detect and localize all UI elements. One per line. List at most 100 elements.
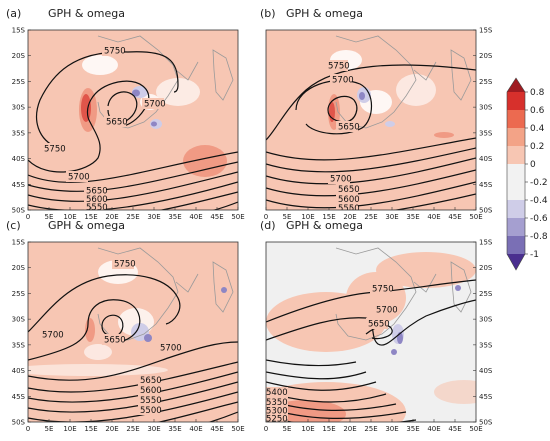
colorbar-tick-label: -0.2	[530, 178, 548, 188]
lon-tick-label: 30E	[385, 213, 398, 221]
colorbar-tick-label: -0.6	[530, 214, 548, 224]
lon-tick-label: 10E	[301, 213, 314, 221]
lon-tick-label: 0	[264, 213, 268, 221]
lat-tick-label: 25S	[479, 290, 493, 298]
lon-axis: 0 5E 10E 15E 20E 25E 30E 35E 40E 45E 50E	[264, 207, 483, 221]
lon-tick-label: 25E	[364, 425, 377, 433]
panel-title: GPH & omega	[286, 7, 363, 20]
lon-tick-label: 0	[264, 425, 268, 433]
panel-label: (b)	[260, 7, 276, 20]
lon-tick-label: 30E	[147, 213, 160, 221]
colorbar-tick-label: -0.8	[530, 232, 548, 242]
lon-axis: 0 5E 10E 15E 20E 25E 30E 35E 40E 45E 50E	[264, 419, 483, 433]
contour-label: 5400	[266, 388, 288, 398]
colorbar-tick-label: 0.4	[530, 124, 545, 134]
lon-tick-label: 10E	[301, 425, 314, 433]
lon-tick-label: 5E	[283, 425, 292, 433]
lon-tick-label: 50E	[469, 425, 482, 433]
lat-tick-label: 25S	[12, 78, 26, 86]
lon-tick-label: 50E	[231, 425, 244, 433]
colorbar-tick-label: 0	[530, 160, 536, 170]
lat-tick-label: 15S	[479, 27, 493, 35]
lon-tick-label: 15E	[84, 213, 97, 221]
lat-tick-label: 30S	[479, 104, 493, 112]
contour-label: 5750	[372, 285, 394, 295]
lon-tick-label: 45E	[448, 213, 461, 221]
contour-5750	[36, 51, 179, 149]
panel-d: 5750 5700 5650 5400 5350 5300 5250 (d) G…	[260, 219, 493, 433]
colorbar-tick-label: 0.8	[530, 88, 545, 98]
lon-tick-label: 40E	[189, 425, 202, 433]
lat-tick-label: 20S	[479, 264, 493, 272]
contour-label: 5700	[376, 306, 398, 316]
contour-label: 5700	[42, 331, 64, 341]
lat-tick-label: 35S	[479, 341, 493, 349]
colorbar-min-arrow	[507, 254, 525, 270]
contour-label: 5550	[140, 396, 162, 406]
panel-b: 5750 5700 5650 5700 5650 5600 5550 (b) G…	[260, 7, 493, 221]
contour-label: 5650	[104, 336, 126, 346]
lat-tick-label: 15S	[479, 239, 493, 247]
contour-label: 5700	[330, 175, 352, 185]
panel-c: 5750 5700 5650 5700 5650 5600 5550 5500 …	[6, 219, 245, 433]
omega-background	[28, 30, 238, 210]
lon-tick-label: 10E	[63, 425, 76, 433]
panel-label: (d)	[260, 219, 276, 232]
contour-label: 5750	[114, 260, 136, 270]
lon-tick-label: 30E	[147, 425, 160, 433]
lat-tick-label: 20S	[12, 52, 26, 60]
lon-tick-label: 20E	[105, 213, 118, 221]
lon-tick-label: 35E	[406, 213, 419, 221]
lat-tick-label: 50S	[12, 207, 26, 215]
lon-tick-label: 10E	[63, 213, 76, 221]
lat-axis: 15S 20S 25S 30S 35S 40S 45S 50S	[473, 27, 493, 215]
contour-label: 5600	[86, 195, 108, 205]
lat-tick-label: 25S	[479, 78, 493, 86]
lon-tick-label: 50E	[231, 213, 244, 221]
lon-tick-label: 50E	[469, 213, 482, 221]
panel-a: 5750 5700 5650 5750 5700 5650 5600 5550 …	[6, 7, 245, 221]
contour-label: 5700	[68, 173, 90, 183]
contour-label: 5250	[266, 415, 288, 425]
contour-label: 5700	[160, 344, 182, 354]
lat-tick-label: 45S	[479, 393, 493, 401]
lat-tick-label: 50S	[12, 419, 26, 427]
lat-axis: 15S 20S 25S 30S 35S 40S 45S 50S	[473, 239, 493, 427]
coastline	[335, 247, 437, 341]
lat-axis: 15S 20S 25S 30S 35S 40S 45S 50S	[12, 239, 31, 427]
lat-tick-label: 50S	[479, 419, 493, 427]
panel-title: GPH & omega	[286, 219, 363, 232]
contour-label: 5750	[104, 47, 126, 57]
contour-5750	[266, 64, 476, 141]
lon-tick-label: 15E	[322, 213, 335, 221]
panel-title: GPH & omega	[48, 219, 125, 232]
contour-5750	[28, 274, 181, 333]
lon-tick-label: 40E	[427, 425, 440, 433]
lat-tick-label: 30S	[12, 316, 26, 324]
lat-tick-label: 30S	[12, 104, 26, 112]
contour-label: 5650	[338, 123, 360, 133]
contour-label: 5650	[140, 376, 162, 386]
lat-tick-label: 20S	[479, 52, 493, 60]
lon-tick-label: 25E	[364, 213, 377, 221]
lon-tick-label: 25E	[126, 213, 139, 221]
lat-axis: 15S 20S 25S 30S 35S 40S 45S 50S	[12, 27, 31, 215]
contour-label: 5600	[140, 386, 162, 396]
lat-tick-label: 30S	[479, 316, 493, 324]
lat-tick-label: 40S	[12, 155, 26, 163]
colorbar-tick-label: 0.2	[530, 142, 544, 152]
lon-tick-label: 45E	[210, 213, 223, 221]
lon-tick-label: 20E	[343, 425, 356, 433]
lon-axis: 0 5E 10E 15E 20E 25E 30E 35E 40E 45E 50E	[26, 207, 245, 221]
contour-label: 5650	[86, 187, 108, 197]
lon-tick-label: 35E	[168, 213, 181, 221]
lon-tick-label: 15E	[84, 425, 97, 433]
lon-tick-label: 20E	[343, 213, 356, 221]
contour-label: 5650	[106, 118, 128, 128]
lon-tick-label: 5E	[283, 213, 292, 221]
lat-tick-label: 35S	[479, 129, 493, 137]
contour-label: 5700	[144, 100, 166, 110]
lon-tick-label: 45E	[210, 425, 223, 433]
lat-tick-label: 40S	[12, 367, 26, 375]
